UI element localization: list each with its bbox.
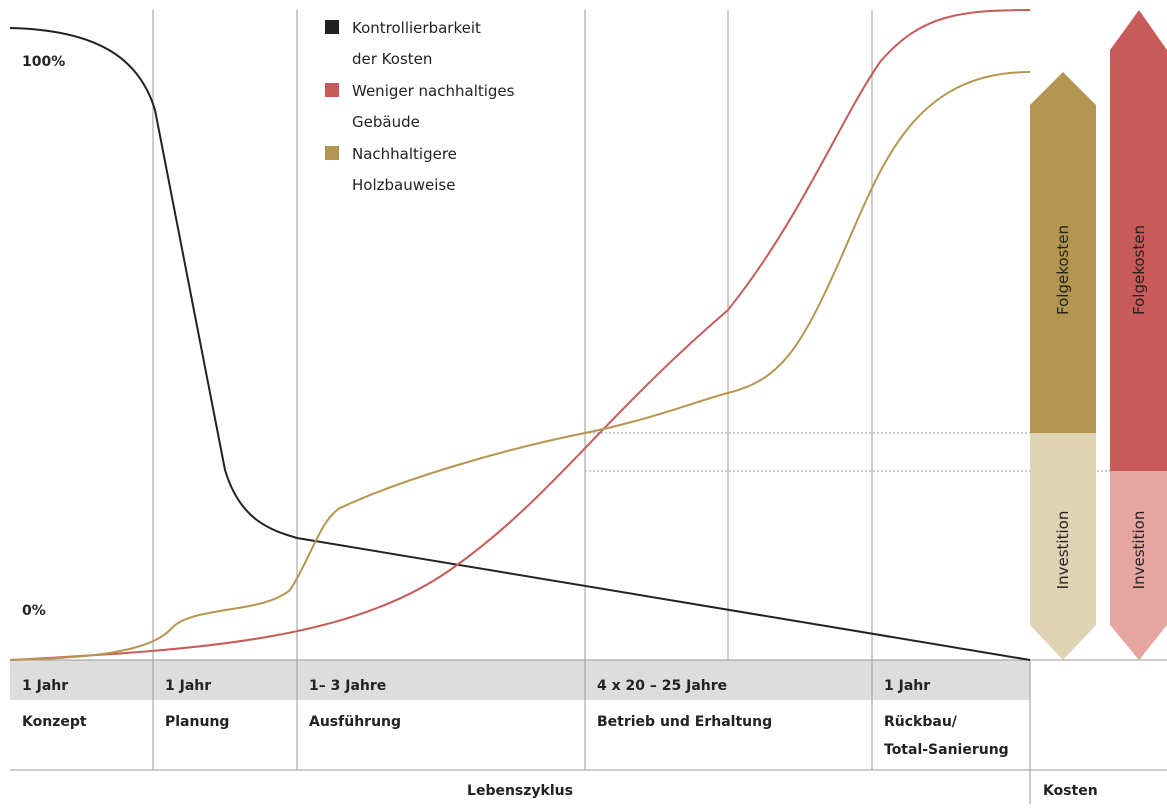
duration: 1 Jahr: [884, 678, 930, 694]
legend-label: Weniger nachhaltiges: [352, 82, 515, 100]
duration: 1– 3 Jahre: [309, 678, 386, 694]
legend-label: Kontrollierbarkeit: [352, 19, 481, 37]
phase: Ausführung: [309, 714, 401, 730]
arrow-label: Investition: [1130, 511, 1148, 590]
axis-label: 0%: [22, 603, 46, 619]
legend-label: Gebäude: [352, 113, 420, 131]
phase: Total-Sanierung: [884, 742, 1009, 758]
grid: [10, 10, 1167, 804]
duration: 1 Jahr: [22, 678, 68, 694]
legend-label: Holzbauweise: [352, 176, 455, 194]
footer: Lebenszyklus: [467, 783, 573, 799]
phase: Planung: [165, 714, 229, 730]
arrow-label: Investition: [1054, 511, 1072, 590]
phase: Konzept: [22, 714, 87, 730]
phases: 1 Jahr Konzept 1 Jahr Planung 1– 3 Jahre…: [22, 678, 1009, 758]
footer: Kosten: [1043, 783, 1098, 799]
arrows: Folgekosten Investition Folgekosten Inve…: [1030, 10, 1167, 660]
duration: 1 Jahr: [165, 678, 211, 694]
arrow-label: Folgekosten: [1130, 225, 1148, 315]
curves: [9, 9, 1031, 661]
arrow-label: Folgekosten: [1054, 225, 1072, 315]
axis-label: 100%: [22, 54, 65, 70]
phase: Betrieb und Erhaltung: [597, 714, 772, 730]
legend-label: Nachhaltigere: [352, 145, 457, 163]
legend: Kontrollierbarkeit der Kosten Weniger na…: [325, 19, 515, 194]
legend-label: der Kosten: [352, 50, 432, 68]
duration: 4 x 20 – 25 Jahre: [597, 678, 727, 694]
phase: Rückbau/: [884, 714, 958, 730]
